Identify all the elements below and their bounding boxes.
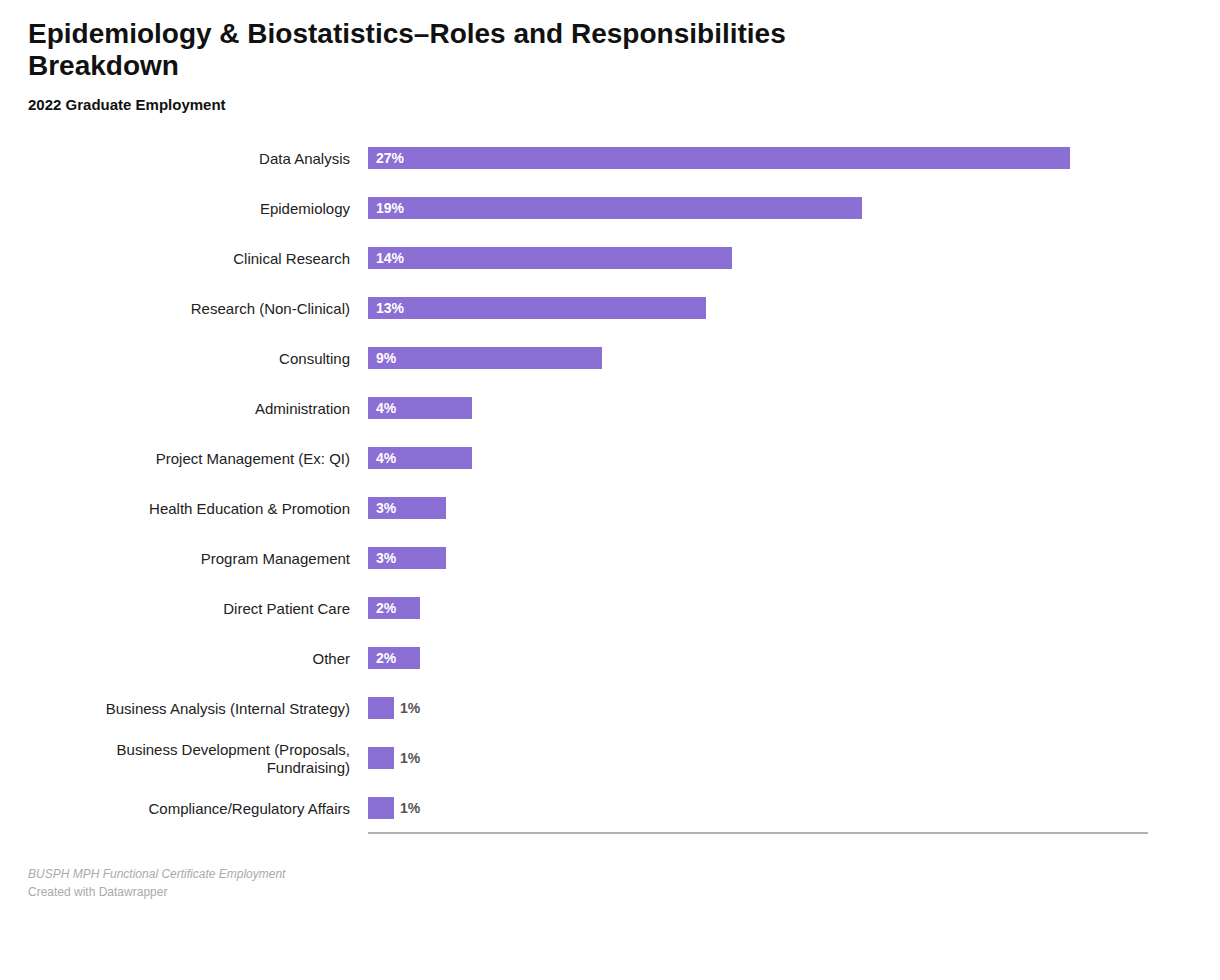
- svg-text:Program Management: Program Management: [201, 550, 351, 567]
- svg-text:1%: 1%: [400, 750, 421, 766]
- svg-text:Research (Non-Clinical): Research (Non-Clinical): [191, 300, 350, 317]
- svg-text:1%: 1%: [400, 700, 421, 716]
- svg-text:Clinical Research: Clinical Research: [233, 250, 350, 267]
- svg-text:2%: 2%: [376, 600, 397, 616]
- svg-text:4%: 4%: [376, 400, 397, 416]
- svg-text:Compliance/Regulatory Affairs: Compliance/Regulatory Affairs: [149, 800, 351, 817]
- svg-text:27%: 27%: [376, 150, 405, 166]
- html-text:Epidemiology & Biostatistics–R: Epidemiology & Biostatistics–Roles and R…: [28, 18, 786, 82]
- svg-text:Direct Patient Care: Direct Patient Care: [223, 600, 350, 617]
- svg-text:9%: 9%: [376, 350, 397, 366]
- svg-text:Administration: Administration: [255, 400, 350, 417]
- svg-text:4%: 4%: [376, 450, 397, 466]
- svg-text:Consulting: Consulting: [279, 350, 350, 367]
- svg-text:Data Analysis: Data Analysis: [259, 150, 350, 167]
- svg-text:Other: Other: [312, 650, 350, 667]
- svg-text:Business Development (Proposal: Business Development (Proposals,Fundrais…: [117, 741, 350, 776]
- svg-text:3%: 3%: [376, 500, 397, 516]
- svg-text:Project Management (Ex: QI): Project Management (Ex: QI): [156, 450, 350, 467]
- html-text:BUSPH MPH Functional Certifica: BUSPH MPH Functional Certificate Employm…: [28, 867, 286, 882]
- svg-text:Health Education & Promotion: Health Education & Promotion: [149, 500, 350, 517]
- svg-text:Epidemiology: Epidemiology: [260, 200, 351, 217]
- svg-text:1%: 1%: [400, 800, 421, 816]
- svg-text:19%: 19%: [376, 200, 405, 216]
- svg-text:14%: 14%: [376, 250, 405, 266]
- html-text:2022 Graduate Employment: 2022 Graduate Employment: [28, 96, 226, 114]
- svg-text:2%: 2%: [376, 650, 397, 666]
- svg-text:3%: 3%: [376, 550, 397, 566]
- svg-text:Business Analysis (Internal St: Business Analysis (Internal Strategy): [106, 700, 350, 717]
- html-text:Created with Datawrapper: Created with Datawrapper: [28, 885, 168, 900]
- svg-text:13%: 13%: [376, 300, 405, 316]
